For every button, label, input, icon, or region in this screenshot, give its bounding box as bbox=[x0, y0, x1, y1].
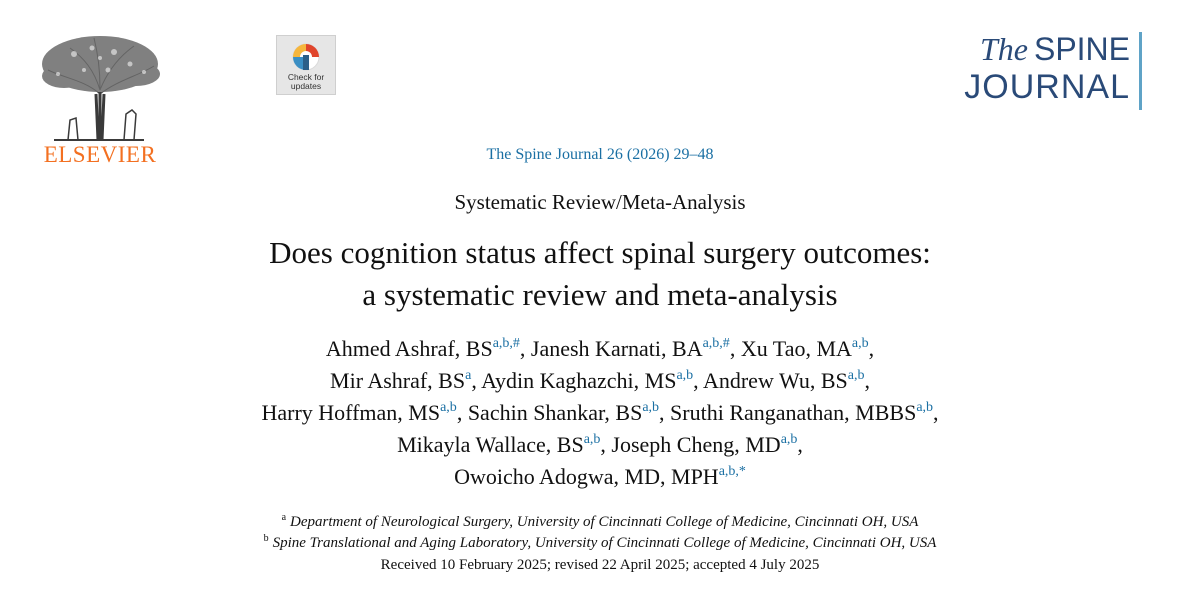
author-name: Mikayla Wallace, BS bbox=[397, 432, 584, 457]
crossmark-icon bbox=[292, 43, 320, 71]
author-affiliation-link[interactable]: a,b bbox=[676, 368, 694, 383]
title-line-1: Does cognition status affect spinal surg… bbox=[269, 235, 931, 270]
affiliation-mark: a bbox=[281, 512, 287, 523]
author-affiliation-link[interactable]: a,b bbox=[851, 336, 869, 351]
title-line-2: a systematic review and meta-analysis bbox=[362, 277, 838, 312]
affiliation-text: Department of Neurological Surgery, Univ… bbox=[290, 514, 919, 530]
author-name: Aydin Kaghazchi, MS bbox=[481, 368, 677, 393]
elsevier-logo: ELSEVIER bbox=[34, 30, 166, 167]
author-affiliation-link[interactable]: a,b bbox=[780, 432, 798, 447]
affiliation-a: a Department of Neurological Surgery, Uni… bbox=[0, 512, 1200, 531]
author-affiliation-link[interactable]: a,b bbox=[583, 432, 601, 447]
author-line-1: Ahmed Ashraf, BSa,b,#, Janesh Karnati, B… bbox=[325, 336, 875, 361]
author-affiliation-link[interactable]: a,b bbox=[440, 400, 457, 415]
author-name: Xu Tao, MA bbox=[740, 336, 852, 361]
journal-logo-spine: SPINE bbox=[1033, 31, 1130, 67]
journal-citation-link[interactable]: The Spine Journal 26 (2026) 29–48 bbox=[486, 146, 714, 163]
affiliation-mark: b bbox=[263, 533, 269, 544]
affiliation-text: Spine Translational and Aging Laboratory… bbox=[272, 535, 937, 551]
author-name: Andrew Wu, BS bbox=[702, 368, 848, 393]
author-affiliation-link[interactable]: a,b,* bbox=[718, 464, 746, 479]
article-type: Systematic Review/Meta-Analysis bbox=[454, 190, 746, 214]
author-name: Mir Ashraf, BS bbox=[330, 368, 466, 393]
author-name: Janesh Karnati, BA bbox=[530, 336, 703, 361]
author-name: Sachin Shankar, BS bbox=[467, 400, 643, 425]
author-name: Owoicho Adogwa, MD, MPH bbox=[454, 464, 719, 489]
publisher-name: ELSEVIER bbox=[43, 142, 157, 167]
author-list: Ahmed Ashraf, BSa,b,#, Janesh Karnati, B… bbox=[0, 333, 1200, 493]
author-name: Ahmed Ashraf, BS bbox=[325, 336, 493, 361]
badge-label-line1: Check for bbox=[287, 72, 325, 82]
author-line-4: Mikayla Wallace, BSa,b, Joseph Cheng, MD… bbox=[397, 432, 803, 457]
journal-logo-the: The bbox=[979, 31, 1028, 67]
author-affiliation-link[interactable]: a,b bbox=[847, 368, 865, 383]
author-line-3: Harry Hoffman, MSa,b, Sachin Shankar, BS… bbox=[261, 400, 939, 425]
author-affiliation-link[interactable]: a,b,# bbox=[492, 336, 520, 351]
author-line-2: Mir Ashraf, BSa, Aydin Kaghazchi, MSa,b,… bbox=[330, 368, 870, 393]
author-affiliation-link[interactable]: a,b bbox=[916, 400, 934, 415]
author-name: Sruthi Ranganathan, MBBS bbox=[670, 400, 917, 425]
author-line-5: Owoicho Adogwa, MD, MPHa,b,* bbox=[0, 461, 1200, 493]
elsevier-tree-icon bbox=[42, 36, 160, 141]
journal-logo: The SPINE JOURNAL bbox=[964, 30, 1130, 106]
author-affiliation-link[interactable]: a,b bbox=[642, 400, 660, 415]
author-affiliation-link[interactable]: a,b,# bbox=[702, 336, 730, 351]
journal-logo-bar bbox=[1139, 32, 1142, 110]
article-title: Does cognition status affect spinal surg… bbox=[0, 232, 1200, 316]
badge-label-line2: updates bbox=[290, 81, 322, 91]
check-for-updates-badge[interactable]: Check for updates bbox=[276, 35, 336, 95]
author-affiliation-link[interactable]: a bbox=[465, 368, 472, 383]
author-name: Harry Hoffman, MS bbox=[261, 400, 441, 425]
received-dates: Received 10 February 2025; revised 22 Ap… bbox=[380, 557, 820, 573]
author-name: Joseph Cheng, MD bbox=[611, 432, 781, 457]
affiliation-b: b Spine Translational and Aging Laborator… bbox=[0, 533, 1200, 552]
journal-logo-journal: JOURNAL bbox=[964, 68, 1130, 106]
